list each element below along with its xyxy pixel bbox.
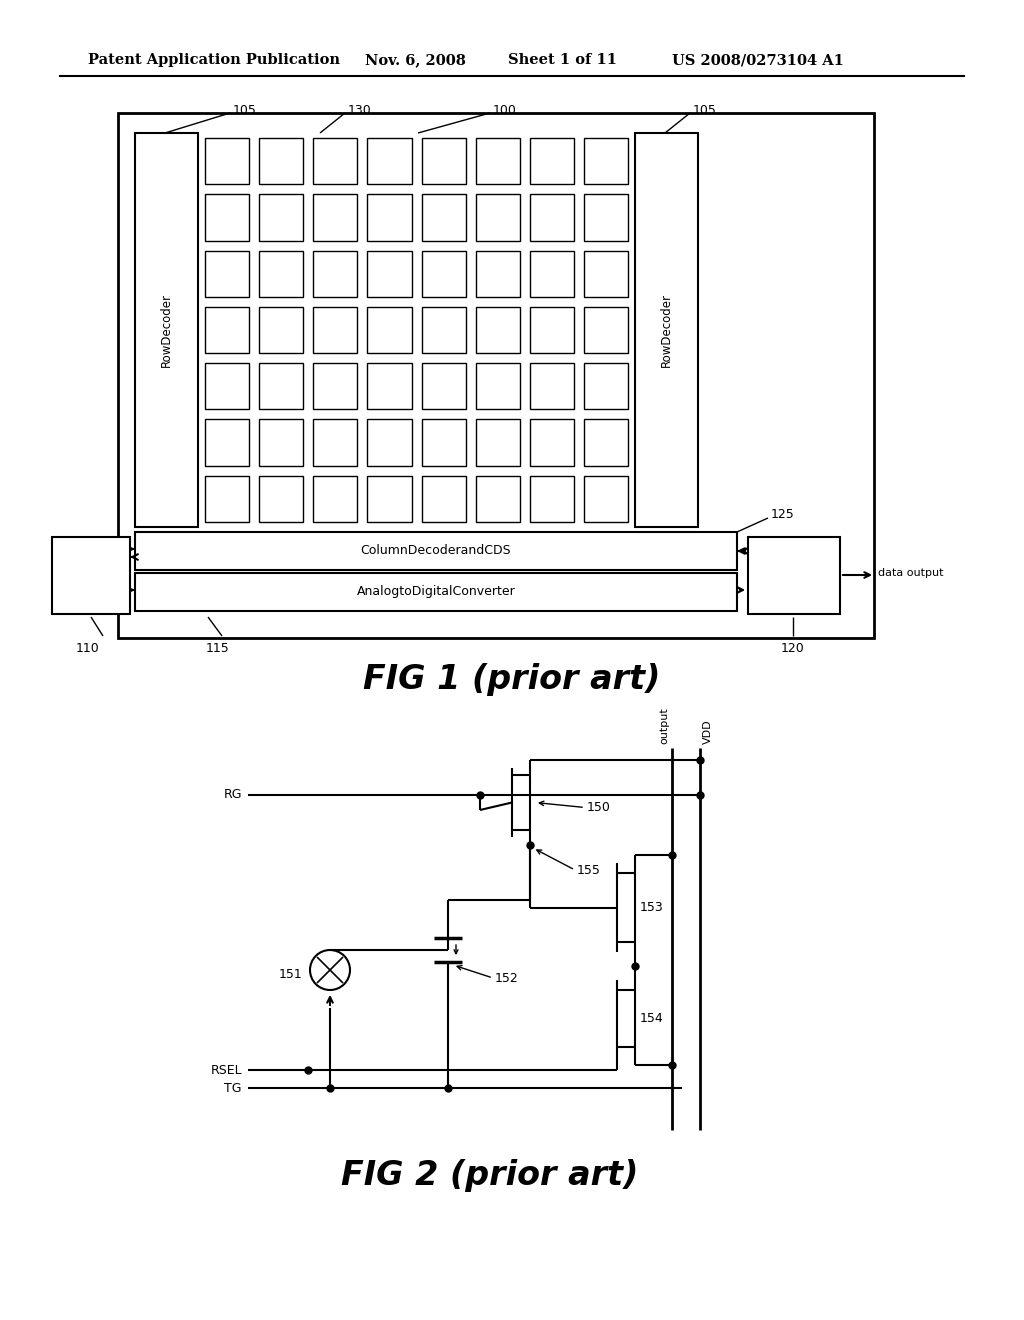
Bar	[368, 306, 412, 354]
Text: Timing
Generator: Timing Generator	[60, 561, 121, 590]
Bar	[422, 251, 466, 297]
Text: RowDecoder: RowDecoder	[660, 293, 673, 367]
Bar	[422, 475, 466, 521]
Bar	[205, 420, 249, 466]
Text: data output: data output	[878, 568, 943, 578]
Bar	[259, 306, 303, 354]
Bar	[422, 420, 466, 466]
Text: RSEL: RSEL	[210, 1064, 242, 1077]
Bar	[259, 420, 303, 466]
Bar	[135, 133, 198, 527]
Text: FIG 1 (prior art): FIG 1 (prior art)	[364, 664, 660, 697]
Bar	[529, 251, 573, 297]
Text: 154: 154	[640, 1012, 664, 1026]
Bar	[368, 251, 412, 297]
Text: 105: 105	[693, 103, 717, 116]
Bar	[584, 420, 628, 466]
Text: output: output	[659, 708, 669, 744]
Text: 110: 110	[76, 642, 100, 655]
Bar	[368, 139, 412, 185]
Text: Sheet 1 of 11: Sheet 1 of 11	[508, 53, 617, 67]
Bar	[313, 306, 357, 354]
Text: FIG 2 (prior art): FIG 2 (prior art)	[341, 1159, 639, 1192]
Text: AnalogtoDigitalConverter: AnalogtoDigitalConverter	[356, 586, 515, 598]
Text: Nov. 6, 2008: Nov. 6, 2008	[365, 53, 466, 67]
Bar	[205, 363, 249, 409]
Text: 152: 152	[495, 972, 519, 985]
Bar	[529, 420, 573, 466]
Text: 105: 105	[233, 103, 257, 116]
Text: image
processing: image processing	[762, 561, 825, 590]
Bar	[475, 251, 520, 297]
Bar	[259, 139, 303, 185]
Bar	[135, 573, 737, 611]
Bar	[422, 139, 466, 185]
Text: 153: 153	[640, 902, 664, 913]
Bar	[313, 194, 357, 240]
Bar	[584, 251, 628, 297]
Text: 125: 125	[771, 508, 795, 521]
Bar	[205, 194, 249, 240]
Bar	[259, 194, 303, 240]
Bar	[259, 363, 303, 409]
Bar	[205, 139, 249, 185]
Bar	[529, 139, 573, 185]
Bar	[368, 194, 412, 240]
Text: VDD: VDD	[703, 719, 713, 744]
Text: 155: 155	[577, 863, 601, 876]
Text: RowDecoder: RowDecoder	[160, 293, 173, 367]
Bar	[584, 139, 628, 185]
Bar	[475, 139, 520, 185]
Bar	[422, 363, 466, 409]
Bar	[368, 475, 412, 521]
Text: Patent Application Publication: Patent Application Publication	[88, 53, 340, 67]
Text: 151: 151	[279, 969, 302, 982]
Text: 130: 130	[348, 103, 372, 116]
Text: 100: 100	[493, 103, 517, 116]
Text: US 2008/0273104 A1: US 2008/0273104 A1	[672, 53, 844, 67]
Bar	[475, 475, 520, 521]
Text: 150: 150	[587, 801, 611, 814]
Bar	[205, 306, 249, 354]
Text: 120: 120	[781, 642, 805, 655]
Bar	[205, 475, 249, 521]
Bar	[529, 475, 573, 521]
Bar	[529, 194, 573, 240]
Bar	[529, 306, 573, 354]
Bar	[748, 537, 840, 614]
Bar	[529, 363, 573, 409]
Bar	[118, 114, 874, 638]
Bar	[584, 306, 628, 354]
Bar	[635, 133, 698, 527]
Bar	[313, 251, 357, 297]
Bar	[368, 363, 412, 409]
Bar	[313, 139, 357, 185]
Bar	[259, 251, 303, 297]
Bar	[584, 475, 628, 521]
Bar	[52, 537, 130, 614]
Bar	[584, 363, 628, 409]
Bar	[368, 420, 412, 466]
Bar	[422, 306, 466, 354]
Bar	[313, 420, 357, 466]
Text: TG: TG	[224, 1081, 242, 1094]
Text: RG: RG	[223, 788, 242, 801]
Bar	[422, 194, 466, 240]
Bar	[475, 194, 520, 240]
Bar	[313, 475, 357, 521]
Text: ColumnDecoderandCDS: ColumnDecoderandCDS	[360, 544, 511, 557]
Bar	[475, 420, 520, 466]
Bar	[205, 251, 249, 297]
Bar	[584, 194, 628, 240]
Bar	[135, 532, 737, 570]
Bar	[259, 475, 303, 521]
Bar	[475, 363, 520, 409]
Text: 115: 115	[206, 642, 229, 655]
Bar	[313, 363, 357, 409]
Bar	[475, 306, 520, 354]
